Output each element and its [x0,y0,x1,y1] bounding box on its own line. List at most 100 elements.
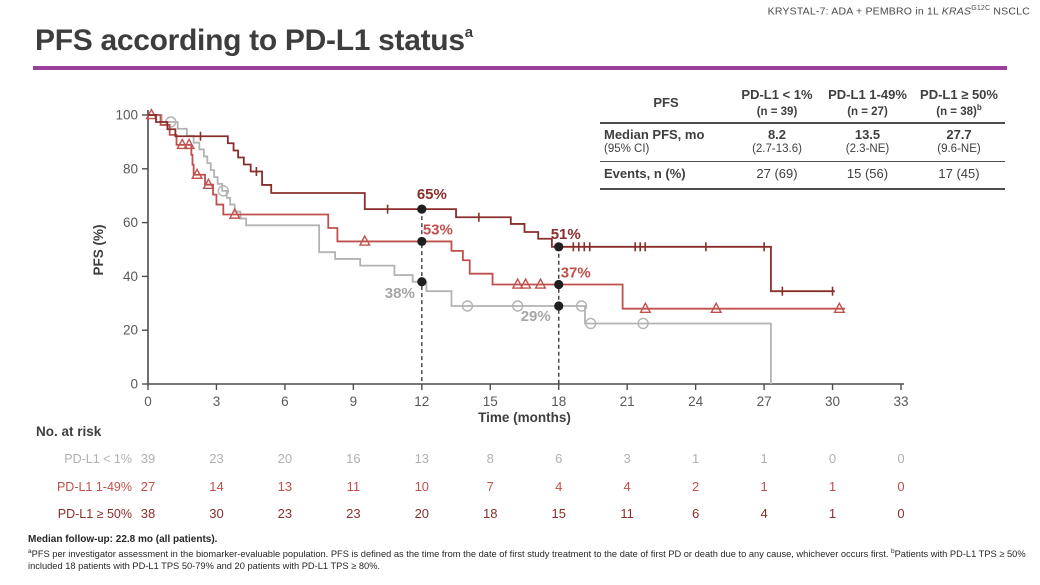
landmark-label: 53% [423,221,453,238]
landmark-dot [417,204,427,214]
x-tick-label: 3 [213,394,221,409]
median-ci: (2.7-13.6) [752,142,802,155]
at-risk-value: 0 [828,451,837,466]
col-header-line2: (n = 39) [732,103,822,119]
events-value: 17 (45) [938,166,980,182]
at-risk-value: 11 [620,506,634,521]
title-underline [33,66,1007,70]
x-tick-label: 18 [551,394,566,409]
y-axis-title: PFS (%) [91,224,106,275]
median-value-cell: 27.7 (9.6-NE) [913,127,1005,156]
at-risk-value: 4 [760,506,768,521]
x-tick-label: 21 [620,394,635,409]
summary-table-median-row: Median PFS, mo (95% CI) 8.2 (2.7-13.6) 1… [600,124,1005,163]
x-tick-label: 0 [144,394,152,409]
at-risk-value: 14 [209,478,224,494]
at-risk-value: 13 [277,478,293,494]
footnote-a-marker: a [28,548,32,555]
y-tick-label: 100 [115,108,138,123]
at-risk-value: 6 [555,451,563,466]
y-tick-label: 60 [123,215,138,230]
median-ci: (9.6-NE) [937,142,981,155]
at-risk-row-label: PD-L1 ≥ 50% [57,507,132,521]
footnote-b-text: Patients with PD-L1 TPS ≥ 50% included 1… [28,549,1026,572]
at-risk-value: 30 [209,506,224,521]
censor-circle-marker [511,300,524,312]
col-header-line1: PD-L1 < 1% [741,87,813,102]
km-curve-pd-l1-50- [148,114,835,293]
study-header-gene-sup: G12C [971,5,991,12]
median-ci: (2.3-NE) [845,142,890,155]
at-risk-value: 4 [555,478,563,494]
median-value: 8.2 [767,127,787,142]
col-header-line2: (n = 38)b [913,103,1005,119]
at-risk-value: 13 [414,451,430,466]
summary-table-col-pdl1-1-49: PD-L1 1-49% (n = 27) [822,87,913,119]
col-header-line1: PD-L1 1-49% [828,87,907,102]
median-value-cell: 13.5 (2.3-NE) [822,127,913,156]
x-tick-label: 15 [483,394,498,409]
at-risk-value: 1 [760,451,768,466]
landmark-label: 29% [521,308,551,325]
x-tick-label: 30 [825,394,840,409]
events-value: 15 (56) [846,166,889,182]
median-label-line2: (95% CI) [604,142,650,155]
at-risk-value: 6 [692,506,700,521]
x-tick-label: 27 [757,394,772,409]
x-tick-label: 12 [414,394,429,409]
summary-table-corner-header: PFS [653,95,679,111]
km-curve-pd-l1-1- [148,114,772,384]
landmark-dot [417,277,427,287]
censor-circle-marker [217,185,230,197]
censor-triangle-marker [176,137,189,150]
at-risk-value: 1 [828,506,837,521]
at-risk-value: 1 [760,478,768,494]
at-risk-value: 18 [483,506,498,521]
summary-table-col-pdl1-lt1: PD-L1 < 1% (n = 39) [732,87,822,119]
y-tick-label: 80 [123,161,138,176]
col-header-n: (n = 27) [847,105,888,118]
censor-triangle-marker [191,167,204,180]
col-header-n: (n = 39) [756,105,798,118]
at-risk-value: 0 [897,506,905,521]
col-header-line2: (n = 27) [822,103,913,119]
at-risk-value: 16 [346,451,361,466]
x-tick-label: 24 [688,394,704,409]
censor-triangle-marker [534,277,547,289]
footnote-b-marker: b [890,548,895,555]
censor-triangle-marker [202,177,215,189]
events-row-label: Events, n (%) [604,166,686,182]
at-risk-value: 39 [140,451,156,466]
at-risk-value: 20 [414,506,430,521]
median-label-line1: Median PFS, mo [604,127,705,142]
median-value: 27.7 [946,127,972,142]
censor-triangle-marker [710,301,723,313]
footnotes: aPFS per investigator assessment in the … [28,548,1030,572]
median-value: 13.5 [854,127,881,142]
at-risk-value: 8 [486,451,494,466]
at-risk-row-label: PD-L1 1-49% [56,479,132,494]
y-tick-label: 0 [130,377,138,392]
at-risk-title: No. at risk [36,424,102,439]
landmark-label: 65% [417,186,447,203]
at-risk-value: 3 [623,451,631,466]
footnote-a-text: PFS per investigator assessment in the b… [31,549,891,560]
study-header-pre: KRYSTAL-7: ADA + PEMBRO in 1L [767,5,942,18]
summary-table: PFS PD-L1 < 1% (n = 39) PD-L1 1-49% (n =… [600,87,1005,191]
median-row-label: Median PFS, mo (95% CI) [600,127,732,156]
y-tick-label: 20 [123,323,138,338]
landmark-dot [554,279,564,290]
landmark-dot [554,301,564,311]
landmark-dot [554,242,564,252]
censor-circle-marker [637,317,649,330]
censor-circle-marker [461,300,474,312]
censor-triangle-marker [833,301,846,313]
page-title: PFS according to PD-L1 statusa [35,24,473,58]
at-risk-value: 23 [277,506,293,521]
summary-table-header-row: PFS PD-L1 < 1% (n = 39) PD-L1 1-49% (n =… [600,87,1005,124]
at-risk-value: 0 [897,451,905,466]
study-header: KRYSTAL-7: ADA + PEMBRO in 1L KRASG12C N… [768,5,1030,18]
at-risk-value: 15 [551,506,566,521]
